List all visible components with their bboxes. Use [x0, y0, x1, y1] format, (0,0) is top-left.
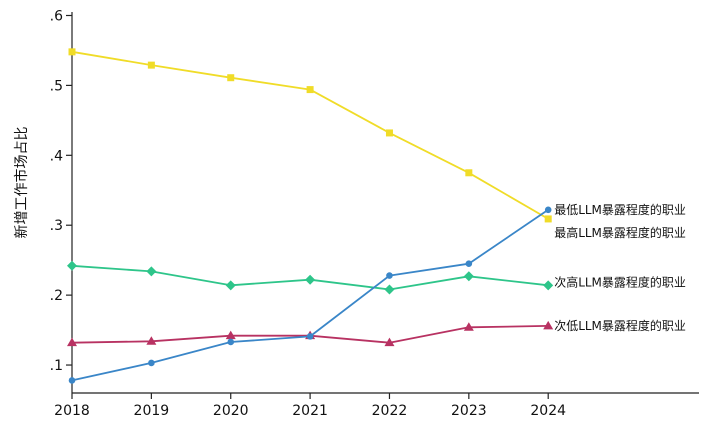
series-labels: 最高LLM暴露程度的职业次高LLM暴露程度的职业次低LLM暴露程度的职业最低LL… — [554, 202, 686, 333]
x-tick-label: 2024 — [530, 403, 566, 419]
y-axis-title: 新增工作市场占比 — [13, 127, 30, 239]
series-4 — [68, 206, 552, 384]
y-tick-label: .1 — [50, 358, 63, 374]
data-point — [67, 337, 77, 347]
data-point — [384, 284, 395, 295]
data-point — [227, 74, 235, 82]
series-label: 最低LLM暴露程度的职业 — [554, 202, 686, 217]
x-axis: 2018 2019 2020 2021 2022 2023 2024 — [54, 392, 699, 419]
data-point — [544, 206, 552, 214]
data-point — [465, 260, 473, 267]
series-layer — [67, 48, 554, 384]
data-point — [306, 86, 314, 94]
data-point — [305, 274, 316, 285]
data-point — [148, 359, 155, 367]
data-point — [463, 322, 474, 331]
series-label: 最高LLM暴露程度的职业 — [554, 225, 686, 240]
data-point — [543, 280, 554, 291]
data-point — [384, 337, 395, 347]
y-tick-label: .4 — [50, 148, 63, 164]
data-point — [543, 320, 554, 330]
data-point — [146, 336, 157, 345]
data-point — [67, 260, 77, 271]
data-point — [68, 48, 76, 56]
data-point — [147, 61, 155, 69]
data-point — [146, 266, 157, 277]
data-point — [306, 333, 314, 340]
x-tick-label: 2018 — [54, 403, 90, 419]
data-point — [227, 338, 235, 346]
x-tick-label: 2019 — [134, 403, 170, 419]
data-point — [225, 280, 236, 291]
data-point — [386, 272, 393, 279]
data-point — [463, 271, 474, 282]
y-tick-label: .6 — [50, 8, 63, 24]
x-tick-label: 2022 — [372, 403, 408, 419]
data-point — [544, 215, 552, 223]
y-tick-label: .3 — [50, 218, 63, 234]
y-tick-label: .5 — [50, 78, 63, 94]
data-point — [225, 330, 236, 340]
x-tick-label: 2023 — [451, 403, 487, 419]
series-line — [71, 209, 549, 382]
y-axis: .1 .2 .3 .4 .5 .6 — [50, 8, 73, 393]
data-point — [385, 129, 393, 137]
x-tick-label: 2020 — [213, 403, 249, 419]
x-tick-label: 2021 — [292, 403, 328, 419]
series-label: 次低LLM暴露程度的职业 — [554, 318, 686, 333]
series-2 — [67, 260, 554, 295]
series-label: 次高LLM暴露程度的职业 — [554, 274, 686, 289]
data-point — [465, 169, 473, 177]
series-1 — [68, 48, 552, 223]
series-line — [71, 50, 549, 220]
data-point — [68, 377, 76, 384]
y-tick-label: .2 — [50, 288, 63, 304]
